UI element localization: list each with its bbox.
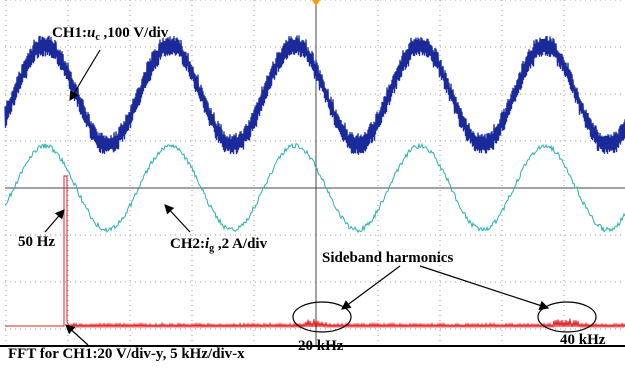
oscilloscope-screenshot: CH1:uc ,100 V/div CH2:ig ,2 A/div 50 Hz … <box>0 0 625 371</box>
label-part: ,100 V/div <box>100 25 169 41</box>
label-part: CH1: <box>52 25 87 41</box>
ch2-label: CH2:ig ,2 A/div <box>170 236 268 254</box>
fft-label: FFT for CH1:20 V/div-y, 5 kHz/div-x <box>8 346 245 362</box>
ch1-label: CH1:uc ,100 V/div <box>52 25 169 43</box>
label-part: CH2: <box>170 236 205 252</box>
harmonic-label: 20 kHz <box>298 338 344 354</box>
page: CH1:uc ,100 V/div CH2:ig ,2 A/div 50 Hz … <box>0 0 625 371</box>
label-part: u <box>87 25 95 41</box>
label-part: ,2 A/div <box>214 236 267 252</box>
sideband-label: Sideband harmonics <box>322 250 453 266</box>
fundamental-label: 50 Hz <box>18 234 55 250</box>
harmonic-label: 40 kHz <box>560 332 606 348</box>
